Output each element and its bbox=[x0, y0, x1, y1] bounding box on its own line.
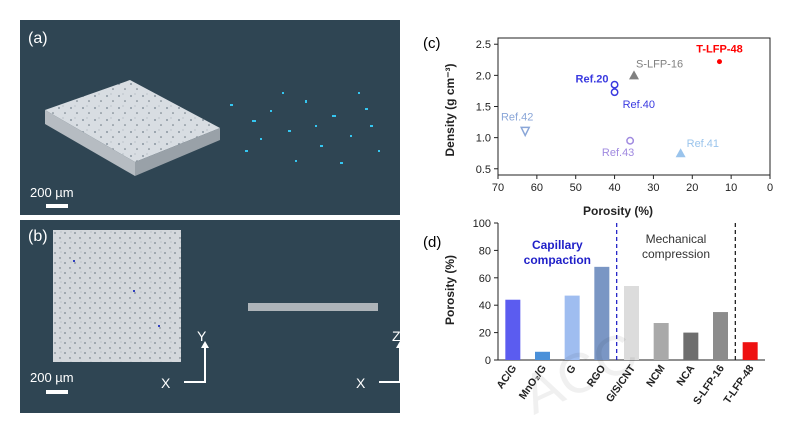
pore-cluster bbox=[230, 92, 380, 164]
electrode-side-face bbox=[135, 128, 220, 176]
electrode-3d-render bbox=[45, 80, 380, 176]
axis-label-y: Y bbox=[197, 328, 207, 344]
x-tick-label: 60 bbox=[531, 182, 543, 194]
y-tick-label: 100 bbox=[473, 218, 491, 230]
electrode-top-face bbox=[45, 80, 220, 162]
point-ref-20: Ref.20 bbox=[576, 74, 619, 89]
bar-0 bbox=[505, 299, 521, 360]
axis-triads bbox=[184, 341, 400, 383]
scale-bar-label-a: 200 µm bbox=[30, 185, 74, 200]
micro-ct-panel-b: (b) 200 µm Y bbox=[20, 220, 401, 413]
bar-1 bbox=[535, 351, 550, 360]
point-marker bbox=[716, 59, 722, 65]
axis-label-z: Z bbox=[392, 328, 401, 344]
axis-label-x1: X bbox=[161, 375, 171, 391]
x-tick-label: 30 bbox=[647, 182, 659, 194]
xy-slice-image bbox=[53, 230, 181, 362]
y-tick-label: 2.5 bbox=[476, 39, 491, 51]
bar-5 bbox=[653, 323, 669, 360]
point-label: Ref.40 bbox=[623, 99, 655, 111]
point-marker bbox=[675, 148, 686, 158]
y-tick-label: 0.5 bbox=[476, 164, 491, 176]
point-label: T-LFP-48 bbox=[696, 44, 742, 56]
micro-ct-panel-a: (a) 200 µm bbox=[20, 20, 400, 215]
point-marker bbox=[610, 88, 619, 97]
bar-8 bbox=[742, 342, 758, 360]
bar-6 bbox=[683, 332, 699, 360]
point-marker bbox=[610, 80, 619, 89]
x-axis-title: Porosity (%) bbox=[583, 204, 653, 218]
bar-category-label: T-LFP-48 bbox=[721, 363, 756, 406]
porosity-bar-chart: (d) 0 20 40 60 80 100 Capillary compaction Mecha… bbox=[423, 218, 765, 407]
point-ref-42: Ref.42 bbox=[501, 111, 533, 138]
point-label: Ref.41 bbox=[687, 138, 719, 150]
bar-3 bbox=[594, 266, 610, 360]
group-label-mechanical: Mechanical compression bbox=[642, 232, 710, 261]
axis-label-x2: X bbox=[356, 375, 366, 391]
y-tick-label: 1.5 bbox=[476, 102, 491, 114]
bar-7 bbox=[713, 312, 728, 360]
panel-label-d: (d) bbox=[423, 234, 441, 251]
y-tick-label: 2.0 bbox=[476, 70, 491, 82]
point-ref-41: Ref.41 bbox=[675, 138, 719, 158]
x-tick-label: 40 bbox=[608, 182, 620, 194]
point-label: Ref.42 bbox=[501, 111, 533, 123]
x-tick-label: 50 bbox=[570, 182, 582, 194]
panel-label-a: (a) bbox=[28, 30, 48, 47]
scale-bar-a bbox=[46, 204, 68, 208]
point-ref-43: Ref.43 bbox=[602, 136, 635, 159]
y-tick-label: 20 bbox=[479, 328, 491, 340]
x-tick-label: 20 bbox=[686, 182, 698, 194]
point-label: S-LFP-16 bbox=[636, 58, 683, 70]
electrode-front-face bbox=[45, 110, 135, 176]
group-label-capillary: Capillary compaction bbox=[524, 238, 591, 267]
point-marker bbox=[629, 70, 639, 80]
x-tick-label: 0 bbox=[767, 182, 773, 194]
y-tick-label: 1.0 bbox=[476, 133, 491, 145]
panel-label-b: (b) bbox=[28, 228, 48, 245]
bar-4 bbox=[624, 286, 639, 360]
y-tick-label: 0 bbox=[485, 355, 491, 367]
point-marker bbox=[519, 126, 531, 138]
point-marker bbox=[626, 136, 635, 145]
point-ref-40: Ref.40 bbox=[610, 88, 655, 111]
bar-category-label: NCM bbox=[644, 363, 668, 390]
point-s-lfp-16: S-LFP-16 bbox=[629, 58, 683, 80]
point-label: Ref.43 bbox=[602, 147, 634, 159]
z-slice-image bbox=[248, 303, 378, 311]
point-label: Ref.20 bbox=[576, 74, 609, 86]
x-tick-label: 10 bbox=[725, 182, 737, 194]
bar-2 bbox=[564, 295, 580, 360]
density-porosity-scatter: (c) 70 60 50 40 30 20 10 0 0.5 1.0 1.5 2.0 2.5 T-LFP… bbox=[423, 35, 773, 218]
point-t-lfp-48: T-LFP-48 bbox=[696, 44, 743, 65]
y-tick-label: 80 bbox=[479, 245, 491, 257]
y-axis-title-d: Porosity (%) bbox=[443, 255, 457, 325]
x-tick-label: 70 bbox=[492, 182, 504, 194]
scale-bar-b bbox=[46, 390, 68, 394]
scale-bar-label-b: 200 µm bbox=[30, 370, 74, 385]
y-tick-label: 40 bbox=[479, 300, 491, 312]
bar-category-label: NCA bbox=[674, 362, 697, 388]
y-tick-label: 60 bbox=[479, 273, 491, 285]
panel-label-c: (c) bbox=[423, 35, 441, 52]
y-axis-title: Density (g cm⁻³) bbox=[443, 63, 457, 156]
